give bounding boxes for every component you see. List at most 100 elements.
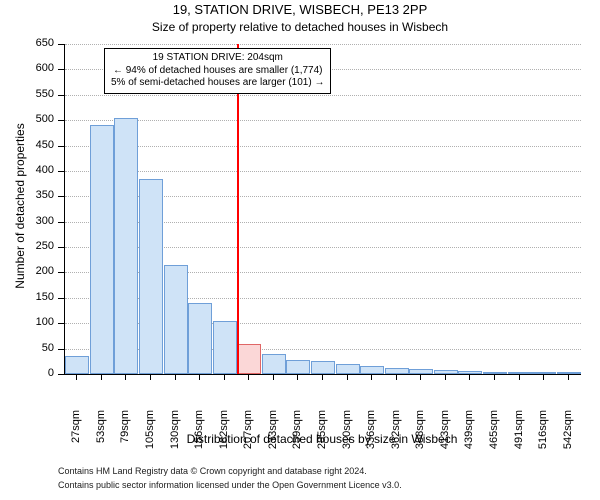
bar	[262, 354, 286, 374]
y-tick-label: 400	[24, 164, 54, 176]
x-tick	[568, 374, 569, 380]
grid-line	[65, 171, 581, 172]
bar	[360, 366, 384, 374]
y-tick-label: 500	[24, 113, 54, 125]
x-tick	[248, 374, 249, 380]
x-tick-label: 310sqm	[341, 410, 353, 460]
grid-line	[65, 44, 581, 45]
x-tick-label: 516sqm	[537, 410, 549, 460]
x-tick	[101, 374, 102, 380]
y-tick	[58, 95, 64, 96]
chart-root: 19, STATION DRIVE, WISBECH, PE13 2PP Siz…	[0, 0, 600, 500]
y-tick	[58, 120, 64, 121]
y-tick-label: 600	[24, 62, 54, 74]
x-tick-label: 336sqm	[365, 410, 377, 460]
x-tick	[322, 374, 323, 380]
y-tick	[58, 323, 64, 324]
chart-title: 19, STATION DRIVE, WISBECH, PE13 2PP	[0, 2, 600, 17]
y-tick-label: 550	[24, 88, 54, 100]
y-tick-label: 250	[24, 240, 54, 252]
x-tick-label: 130sqm	[169, 410, 181, 460]
y-tick-label: 200	[24, 265, 54, 277]
x-tick-label: 259sqm	[291, 410, 303, 460]
bar	[65, 356, 89, 374]
chart-subtitle: Size of property relative to detached ho…	[0, 20, 600, 34]
x-tick	[273, 374, 274, 380]
grid-line	[65, 120, 581, 121]
x-tick-label: 413sqm	[439, 410, 451, 460]
x-tick-label: 182sqm	[218, 410, 230, 460]
x-tick	[347, 374, 348, 380]
y-tick-label: 150	[24, 291, 54, 303]
y-tick-label: 50	[24, 342, 54, 354]
annotation-line-1: 19 STATION DRIVE: 204sqm	[111, 52, 324, 65]
annotation-line-3: 5% of semi-detached houses are larger (1…	[111, 77, 324, 90]
x-tick	[519, 374, 520, 380]
y-tick-label: 0	[24, 367, 54, 379]
y-tick	[58, 272, 64, 273]
x-tick-label: 439sqm	[463, 410, 475, 460]
bar	[164, 265, 188, 374]
x-tick-label: 105sqm	[144, 410, 156, 460]
x-tick-label: 156sqm	[193, 410, 205, 460]
y-tick-label: 350	[24, 189, 54, 201]
x-tick-label: 27sqm	[70, 410, 82, 460]
y-tick	[58, 374, 64, 375]
marker-line	[237, 44, 239, 374]
y-tick	[58, 298, 64, 299]
y-tick	[58, 196, 64, 197]
footer-line-1: Contains HM Land Registry data © Crown c…	[58, 466, 367, 476]
bar	[385, 368, 409, 374]
footer-line-2: Contains public sector information licen…	[58, 480, 402, 490]
y-axis-label: Number of detached properties	[13, 56, 27, 356]
bar	[90, 125, 114, 374]
y-tick	[58, 69, 64, 70]
bar	[311, 361, 335, 374]
x-tick-label: 53sqm	[95, 410, 107, 460]
x-tick	[445, 374, 446, 380]
bar	[114, 118, 138, 374]
x-tick-label: 79sqm	[119, 410, 131, 460]
x-tick	[396, 374, 397, 380]
x-tick	[371, 374, 372, 380]
bar	[557, 372, 581, 374]
y-tick-label: 300	[24, 215, 54, 227]
x-tick	[199, 374, 200, 380]
y-tick-label: 650	[24, 37, 54, 49]
x-tick-label: 362sqm	[390, 410, 402, 460]
x-tick-label: 542sqm	[562, 410, 574, 460]
x-tick	[543, 374, 544, 380]
grid-line	[65, 95, 581, 96]
y-tick	[58, 247, 64, 248]
bar	[434, 370, 458, 374]
x-tick	[420, 374, 421, 380]
x-tick	[125, 374, 126, 380]
x-tick	[175, 374, 176, 380]
y-tick-label: 100	[24, 316, 54, 328]
bar	[188, 303, 212, 374]
x-tick-label: 207sqm	[242, 410, 254, 460]
x-tick	[150, 374, 151, 380]
bar	[286, 360, 310, 374]
x-tick-label: 233sqm	[267, 410, 279, 460]
x-tick-label: 388sqm	[414, 410, 426, 460]
bar-highlight	[237, 344, 261, 374]
x-tick-label: 465sqm	[488, 410, 500, 460]
bar	[508, 372, 532, 374]
y-tick	[58, 171, 64, 172]
annotation-box: 19 STATION DRIVE: 204sqm ← 94% of detach…	[104, 48, 331, 94]
x-tick-label: 491sqm	[513, 410, 525, 460]
x-tick	[224, 374, 225, 380]
plot-area	[64, 44, 581, 375]
bar	[213, 321, 237, 374]
x-tick	[494, 374, 495, 380]
bar	[336, 364, 360, 374]
annotation-line-2: ← 94% of detached houses are smaller (1,…	[111, 65, 324, 78]
y-tick-label: 450	[24, 139, 54, 151]
bar	[139, 179, 163, 374]
grid-line	[65, 146, 581, 147]
x-tick-label: 285sqm	[316, 410, 328, 460]
x-tick	[76, 374, 77, 380]
y-tick	[58, 222, 64, 223]
x-tick	[297, 374, 298, 380]
